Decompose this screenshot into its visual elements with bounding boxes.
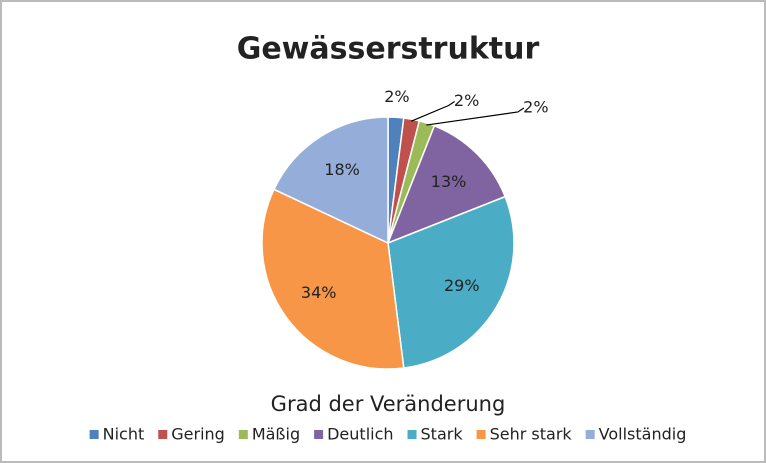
legend-label: Nicht	[103, 425, 145, 444]
legend-label: Vollständig	[599, 425, 687, 444]
legend-swatch	[585, 430, 595, 439]
data-label: 29%	[444, 276, 480, 295]
pie-slice	[272, 116, 389, 245]
legend-swatch	[476, 430, 486, 439]
legend-swatch	[314, 430, 324, 439]
data-label: 2%	[523, 97, 548, 116]
legend-label: Sehr stark	[490, 425, 573, 444]
leader-line	[411, 101, 455, 122]
data-label: 2%	[454, 91, 479, 110]
data-label: 34%	[301, 283, 337, 302]
data-label: 13%	[431, 172, 467, 191]
legend-swatch	[238, 430, 248, 439]
data-label: 18%	[324, 160, 360, 179]
chart-title: Gewässerstruktur	[237, 32, 540, 67]
pie-slice	[387, 195, 515, 369]
legend-title: Grad der Veränderung	[271, 392, 506, 416]
legend-swatch	[407, 430, 417, 439]
legend-label: Stark	[421, 425, 464, 444]
leader-line	[426, 107, 525, 126]
legend-label: Gering	[171, 425, 225, 444]
legend-label: Deutlich	[327, 425, 393, 444]
legend-label: Mäßig	[252, 425, 300, 444]
legend-swatch	[158, 430, 168, 439]
data-label: 2%	[384, 87, 409, 106]
pie-slice	[386, 124, 507, 245]
legend-swatch	[89, 430, 99, 439]
